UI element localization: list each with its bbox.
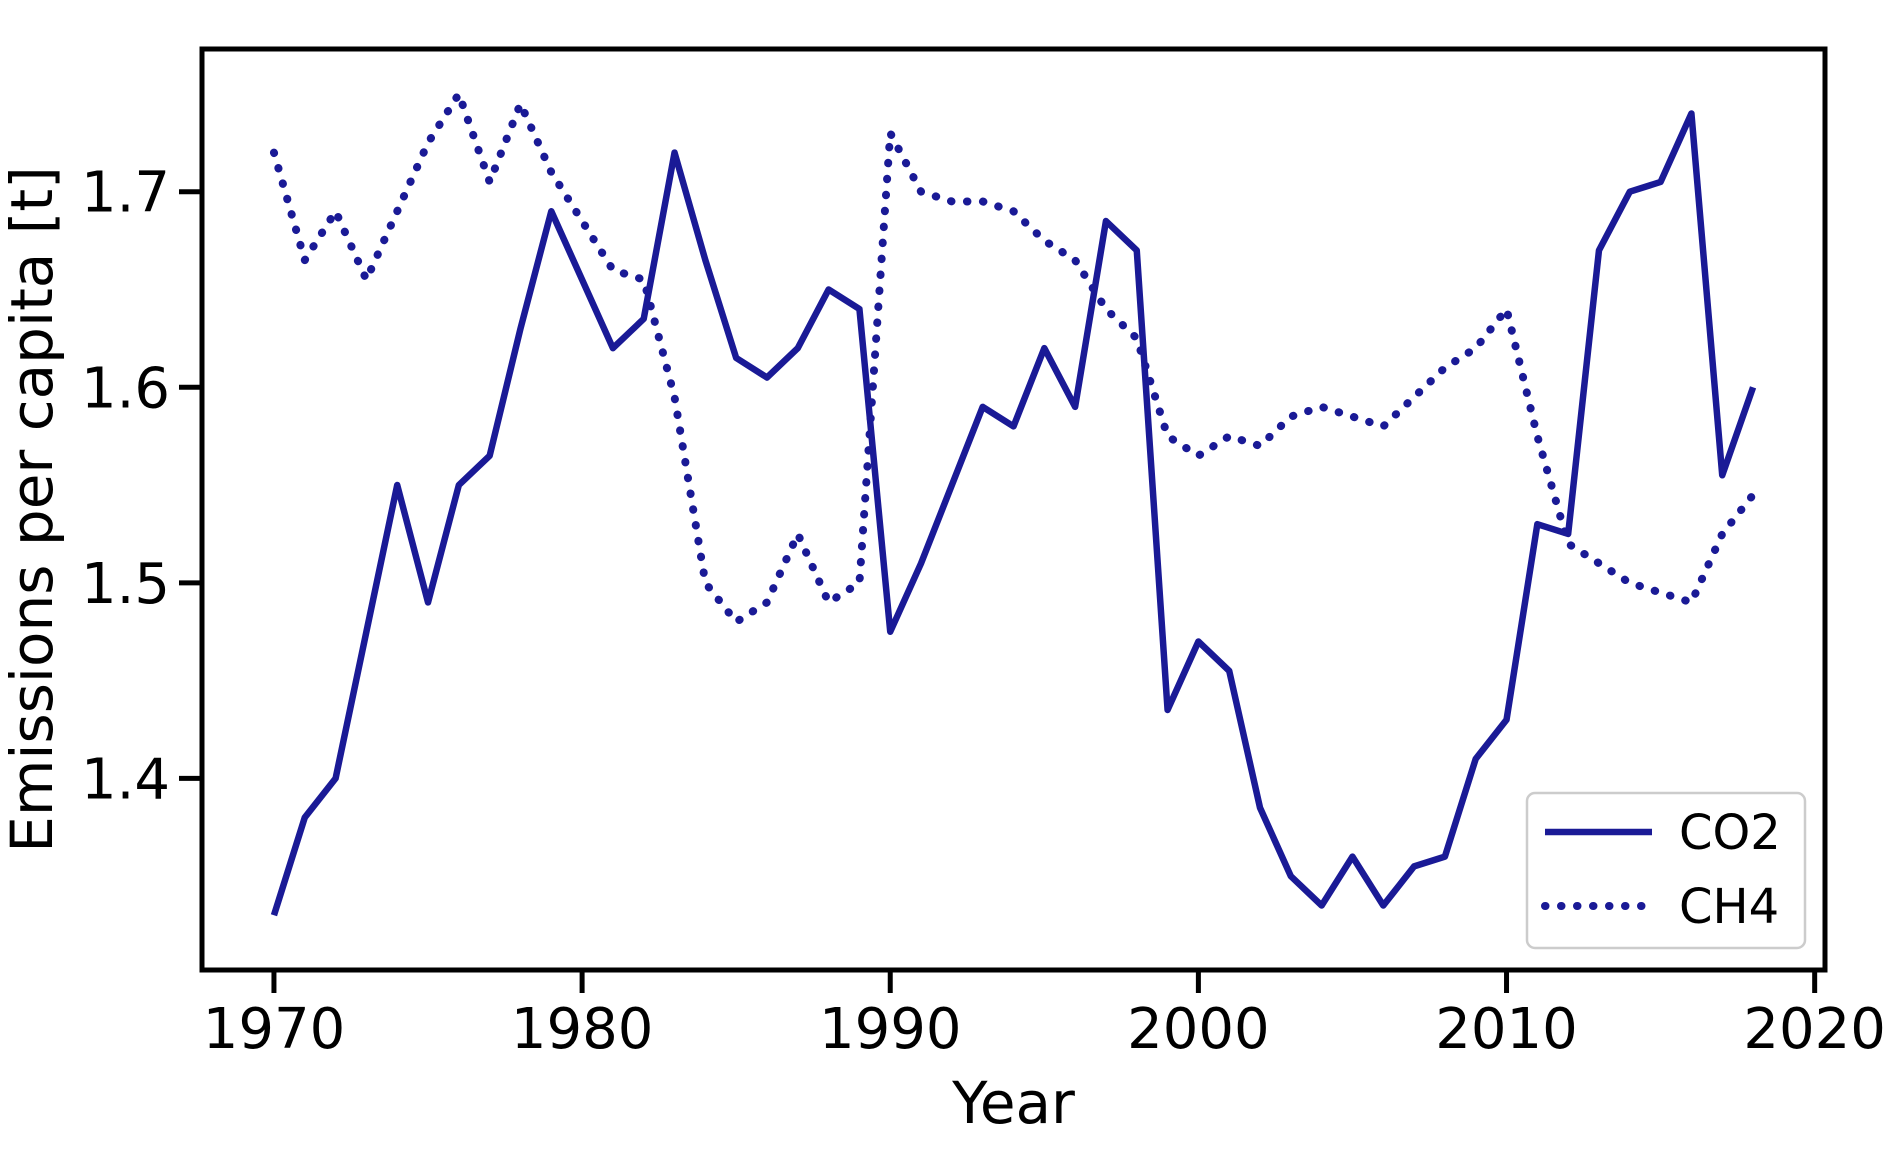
x-axis-label: Year [951, 1069, 1075, 1137]
x-tick-label: 2000 [1127, 997, 1270, 1062]
x-tick-label: 1990 [819, 997, 962, 1062]
x-tick-label: 1970 [203, 997, 346, 1062]
series-line-co2 [270, 110, 1757, 917]
x-tick-label: 2010 [1435, 997, 1578, 1062]
y-tick-label: 1.5 [81, 552, 170, 617]
x-tick-label: 2020 [1743, 997, 1886, 1062]
axes-spines [199, 46, 1828, 973]
y-tick-label: 1.4 [81, 747, 170, 812]
legend-label-co2: CO2 [1679, 805, 1781, 861]
x-tick-label: 1980 [511, 997, 654, 1062]
y-axis-label: Emissions per capita [t] [0, 166, 66, 853]
y-tick-label: 1.6 [81, 356, 170, 421]
legend-label-ch4: CH4 [1679, 879, 1779, 935]
series-line-ch4 [269, 89, 1758, 626]
y-tick-label: 1.7 [81, 161, 170, 226]
